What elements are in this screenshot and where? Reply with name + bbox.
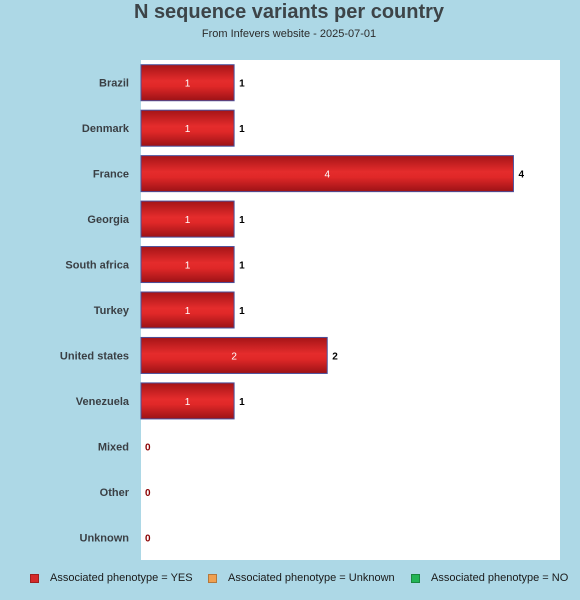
bar-value-label-other: 0	[145, 488, 151, 499]
category-label-turkey: Turkey	[94, 305, 130, 317]
legend-swatch-unknown	[208, 573, 217, 583]
bar-chart: Brazil 1 1 Denmark 1 1 France 4 4 Georgia 1 1 South …	[60, 60, 560, 560]
legend-label-unknown: Associated phenotype = Unknown	[228, 572, 395, 584]
category-label-denmark: Denmark	[82, 123, 130, 135]
bar-value-label-united-states: 2	[332, 351, 338, 362]
bar-value-label-mixed: 0	[145, 442, 151, 453]
bar-inner-label-south-africa: 1	[185, 261, 191, 272]
category-label-france: France	[93, 169, 129, 181]
bar-value-label-france: 4	[518, 170, 524, 181]
bar-venezuela	[140, 382, 235, 420]
category-label-south-africa: South africa	[65, 260, 129, 272]
category-label-other: Other	[100, 487, 130, 499]
legend-item-no: Associated phenotype = NO	[411, 572, 568, 584]
bar-south-africa	[140, 246, 235, 284]
bar-inner-label-georgia: 1	[185, 215, 191, 226]
bar-france	[140, 155, 514, 193]
category-label-united-states: United states	[60, 350, 129, 362]
category-label-venezuela: Venezuela	[76, 396, 130, 408]
category-label-brazil: Brazil	[99, 78, 129, 90]
legend-item-yes: Associated phenotype = YES	[30, 572, 193, 584]
bar-value-label-turkey: 1	[239, 306, 245, 317]
chart-subtitle: From Infevers website - 2025-07-01	[201, 28, 377, 40]
bar-denmark	[140, 109, 235, 147]
category-label-unknown: Unknown	[80, 532, 130, 544]
bar-value-label-brazil: 1	[239, 79, 245, 90]
bar-value-label-south-africa: 1	[239, 261, 245, 272]
legend-label-yes: Associated phenotype = YES	[50, 572, 193, 584]
bar-value-label-unknown: 0	[145, 533, 151, 544]
chart-title: N sequence variants per country	[133, 1, 445, 23]
legend-swatch-yes	[30, 573, 39, 583]
bar-united-states	[140, 336, 328, 374]
category-label-georgia: Georgia	[87, 214, 129, 226]
legend: Associated phenotype = YES Associated ph…	[0, 572, 580, 592]
legend-swatch-no	[411, 573, 420, 583]
legend-item-unknown: Associated phenotype = Unknown	[208, 572, 395, 584]
category-label-mixed: Mixed	[98, 441, 129, 453]
bar-inner-label-united-states: 2	[231, 351, 237, 362]
bar-value-label-venezuela: 1	[239, 397, 245, 408]
bar-value-label-denmark: 1	[239, 124, 245, 135]
bar-inner-label-venezuela: 1	[185, 397, 191, 408]
bar-georgia	[140, 200, 235, 238]
bar-inner-label-denmark: 1	[185, 124, 191, 135]
legend-label-no: Associated phenotype = NO	[431, 572, 569, 584]
bar-turkey	[140, 291, 235, 329]
bar-inner-label-france: 4	[324, 170, 330, 181]
bar-inner-label-brazil: 1	[185, 79, 191, 90]
bar-value-label-georgia: 1	[239, 215, 245, 226]
bar-inner-label-turkey: 1	[185, 306, 191, 317]
bar-brazil	[140, 64, 235, 102]
